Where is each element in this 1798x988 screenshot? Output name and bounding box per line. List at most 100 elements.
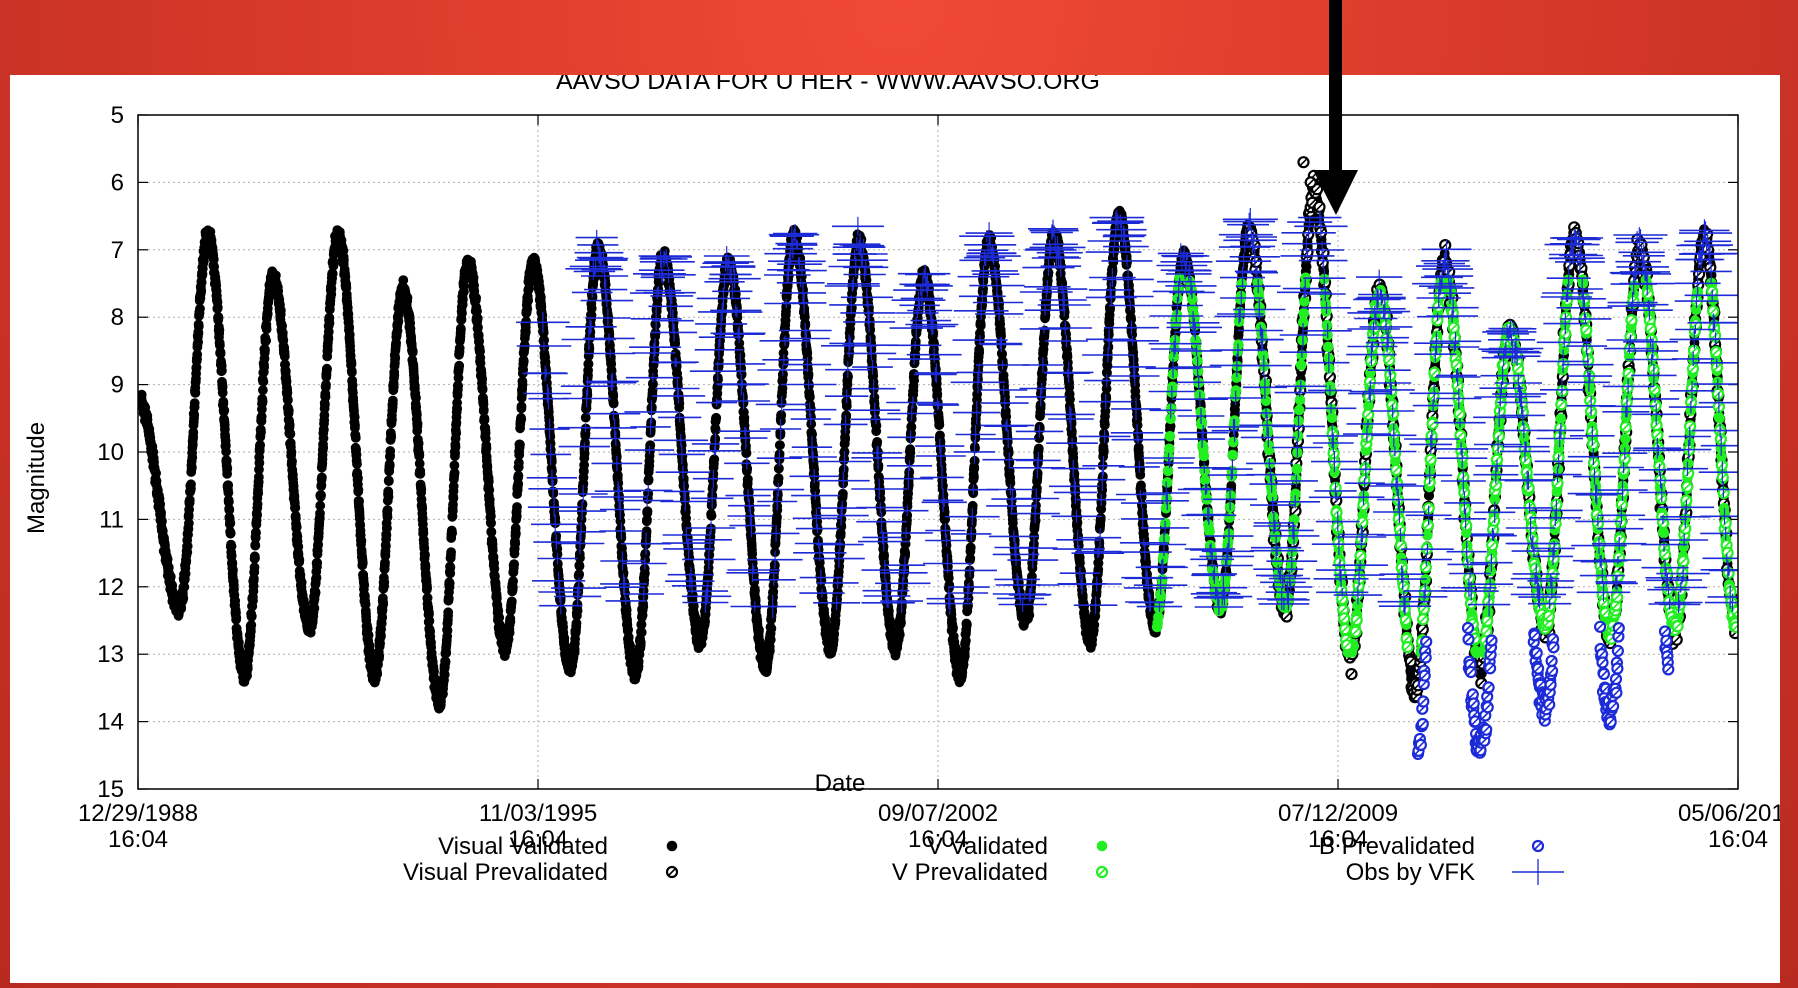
visual-validated-point <box>182 541 193 551</box>
visual-validated-point <box>743 474 753 485</box>
visual-validated-point <box>472 313 483 324</box>
visual-validated-point <box>574 561 585 571</box>
visual-validated-point <box>320 391 331 402</box>
visual-validated-point <box>284 419 295 430</box>
visual-validated-point <box>259 362 269 373</box>
visual-validated-point <box>690 612 701 622</box>
visual-validated-point <box>454 360 465 371</box>
visual-validated-point <box>242 663 253 674</box>
y-axis-title: Magnitude <box>23 422 50 534</box>
visual-validated-point <box>311 572 322 583</box>
visual-validated-point <box>286 447 297 457</box>
visual-validated-point <box>415 468 426 479</box>
visual-validated-point <box>638 601 649 612</box>
visual-validated-point <box>635 637 646 648</box>
visual-validated-point <box>513 470 524 481</box>
y-tick-label: 14 <box>97 709 124 736</box>
visual-validated-point <box>682 524 692 535</box>
visual-validated-point <box>402 292 413 303</box>
visual-validated-point <box>505 616 516 627</box>
visual-validated-point <box>424 616 435 626</box>
visual-validated-point <box>521 327 531 337</box>
visual-validated-point <box>316 472 327 483</box>
visual-validated-point <box>457 308 467 319</box>
x-tick-label: 16:04 <box>908 826 968 853</box>
visual-validated-point <box>178 593 189 604</box>
visual-validated-point <box>775 440 785 450</box>
visual-validated-point <box>228 565 238 575</box>
x-tick-label: 12/29/1988 <box>78 800 198 827</box>
visual-validated-point <box>324 318 335 329</box>
visual-validated-point <box>354 496 364 506</box>
visual-validated-point <box>318 442 329 453</box>
visual-validated-point <box>352 459 362 469</box>
visual-validated-point <box>374 651 385 661</box>
visual-validated-point <box>156 507 166 518</box>
visual-validated-point <box>962 619 972 630</box>
visual-validated-point <box>414 450 425 460</box>
visual-validated-point <box>422 583 432 593</box>
data-points <box>138 156 1738 761</box>
visual-validated-point <box>477 374 488 385</box>
visual-validated-point <box>932 389 943 400</box>
visual-validated-point <box>872 436 883 447</box>
visual-validated-point <box>856 234 867 245</box>
visual-validated-point <box>378 599 389 610</box>
visual-validated-point <box>511 511 522 522</box>
visual-validated-point <box>471 292 481 303</box>
visual-validated-point <box>444 578 455 589</box>
x-tick-label: 11/03/1995 <box>479 800 597 827</box>
visual-validated-point <box>766 623 777 634</box>
y-tick-label: 15 <box>97 776 124 803</box>
visual-validated-point <box>248 595 258 606</box>
visual-validated-point <box>225 518 236 528</box>
y-tick-label: 8 <box>111 304 124 331</box>
x-axis-title: Date <box>815 770 866 797</box>
x-tick-label: 07/12/2009 <box>1278 800 1398 827</box>
visual-validated-point <box>845 318 856 329</box>
x-tick-label: 09/07/2002 <box>878 800 998 827</box>
visual-validated-point <box>231 612 242 623</box>
visual-validated-point <box>642 506 653 517</box>
visual-validated-point <box>838 488 848 499</box>
visual-validated-point <box>900 548 911 558</box>
visual-validated-point <box>180 568 191 579</box>
visual-validated-point <box>363 630 374 640</box>
visual-validated-point <box>323 326 334 337</box>
visual-validated-point <box>353 473 363 484</box>
y-tick-label: 9 <box>111 372 124 399</box>
visual-validated-point <box>285 429 296 439</box>
visual-validated-point <box>230 595 241 606</box>
visual-validated-point <box>513 478 524 489</box>
visual-validated-point <box>385 446 396 456</box>
visual-validated-point <box>258 376 269 387</box>
visual-validated-point <box>316 490 326 500</box>
visual-validated-point <box>225 528 236 538</box>
visual-validated-point <box>841 410 852 421</box>
visual-validated-point <box>193 337 203 347</box>
visual-validated-point <box>452 403 463 414</box>
visual-validated-point <box>803 370 814 381</box>
axis-ticks: 5678910111213141512/29/198816:0411/03/19… <box>78 102 1780 853</box>
y-tick-label: 13 <box>97 641 124 668</box>
visual-validated-point <box>517 379 528 390</box>
visual-validated-point <box>250 553 260 564</box>
visual-validated-point <box>948 622 958 633</box>
visual-validated-point <box>383 491 394 502</box>
visual-validated-point <box>506 596 517 607</box>
visual-validated-point <box>226 541 237 552</box>
visual-validated-point <box>446 547 456 557</box>
visual-validated-point <box>974 347 985 358</box>
visual-validated-point <box>275 305 286 316</box>
visual-validated-point <box>407 346 418 356</box>
visual-validated-point <box>940 514 950 524</box>
visual-validated-point <box>447 528 457 538</box>
visual-validated-point <box>193 321 204 332</box>
visual-validated-point <box>486 518 496 528</box>
visual-validated-point <box>645 440 656 450</box>
visual-validated-point <box>338 255 349 265</box>
y-tick-label: 11 <box>99 506 124 533</box>
visual-validated-point <box>359 579 370 590</box>
visual-validated-point <box>640 568 650 579</box>
visual-validated-point <box>249 562 260 573</box>
